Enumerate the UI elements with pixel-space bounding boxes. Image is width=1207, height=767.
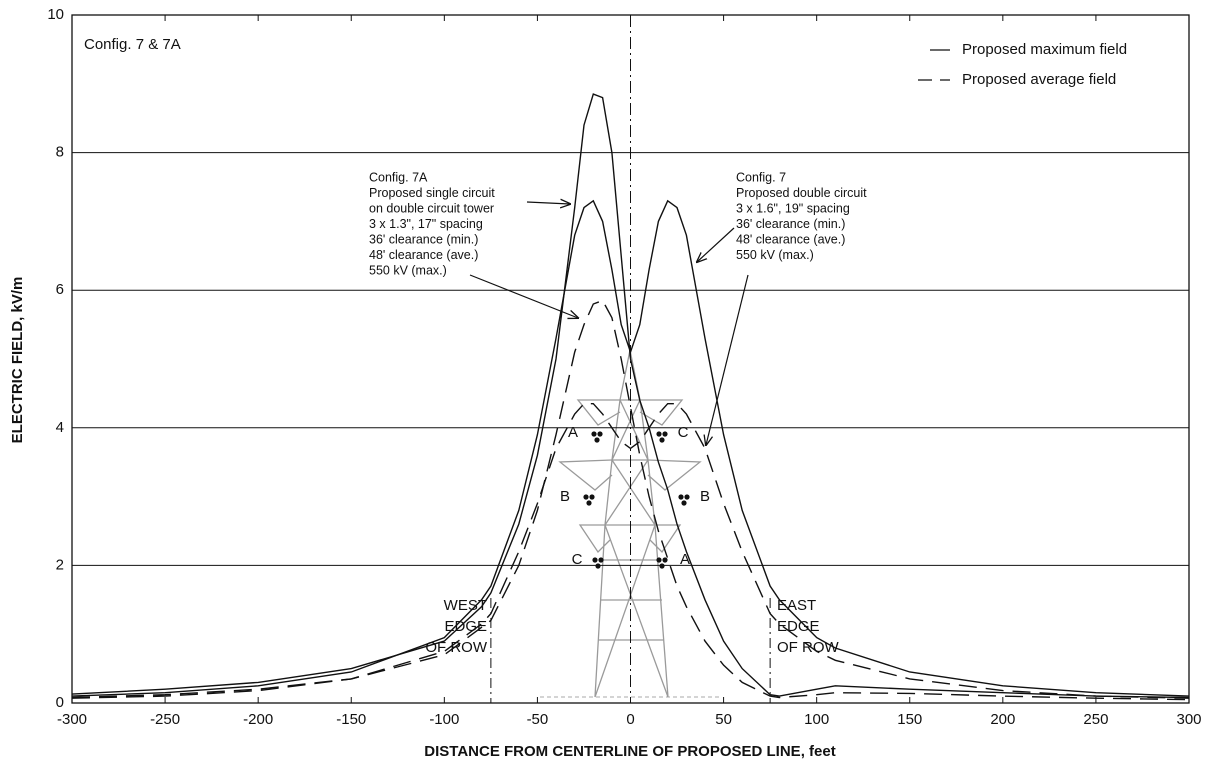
conductor — [583, 494, 589, 500]
conductor — [594, 437, 600, 443]
legend-label: Proposed average field — [962, 71, 1116, 88]
conductor — [684, 494, 690, 500]
annotation: Proposed single circuit — [369, 186, 495, 200]
x-tick-label: -50 — [527, 711, 549, 728]
conductor — [678, 494, 684, 500]
annotation: 36' clearance (min.) — [736, 217, 845, 231]
annotation: OF ROW — [777, 639, 839, 656]
conductor — [589, 494, 595, 500]
phase-label: C — [572, 551, 583, 568]
x-tick-label: 300 — [1176, 711, 1201, 728]
conductor — [598, 557, 604, 563]
y-tick-label: 0 — [56, 694, 64, 711]
conductor — [662, 431, 668, 437]
arrow — [706, 274, 749, 445]
conductor — [656, 557, 662, 563]
arrow — [526, 202, 570, 204]
y-axis-label: ELECTRIC FIELD, kV/m — [9, 277, 26, 444]
phase-label: B — [700, 488, 710, 505]
conductor — [662, 557, 668, 563]
conductor — [597, 431, 603, 437]
annotation: on double circuit tower — [369, 201, 494, 215]
annotation: WEST — [444, 597, 487, 614]
x-tick-label: 200 — [990, 711, 1015, 728]
series-line — [71, 199, 1190, 697]
x-tick-label: -250 — [150, 711, 180, 728]
arrows — [469, 202, 749, 445]
legend-label: Proposed maximum field — [962, 41, 1127, 58]
y-tick-label: 2 — [56, 556, 64, 573]
phase-label: A — [568, 424, 578, 441]
annotation: 3 x 1.3", 17" spacing — [369, 217, 483, 231]
x-tick-label: 250 — [1083, 711, 1108, 728]
x-tick-label: -300 — [57, 711, 87, 728]
x-tick-label: 0 — [626, 711, 634, 728]
annotation: 3 x 1.6", 19" spacing — [736, 201, 850, 215]
x-tick-label: 100 — [804, 711, 829, 728]
phase-label: B — [560, 488, 570, 505]
conductor — [659, 563, 665, 569]
phase-label: A — [680, 551, 690, 568]
x-tick-label: 50 — [715, 711, 732, 728]
series-line — [71, 93, 1190, 699]
annotation: 550 kV (max.) — [736, 248, 814, 262]
annotation: Proposed double circuit — [736, 186, 867, 200]
series-line — [71, 299, 1190, 701]
y-tick-label: 6 — [56, 281, 64, 298]
y-tick-label: 4 — [56, 419, 64, 436]
phase-label: C — [678, 424, 689, 441]
config-title: Config. 7 & 7A — [84, 36, 181, 53]
conductor — [586, 500, 592, 506]
annotation: EDGE — [444, 618, 487, 635]
annotation: Config. 7 — [736, 170, 786, 184]
conductor — [592, 557, 598, 563]
conductor — [659, 437, 665, 443]
tower-arms — [558, 399, 702, 554]
x-tick-label: -200 — [243, 711, 273, 728]
y-tick-label: 8 — [56, 144, 64, 161]
annotation: EAST — [777, 597, 816, 614]
annotation: 48' clearance (ave.) — [736, 232, 845, 246]
series-line — [71, 403, 1190, 699]
arrow — [469, 274, 578, 318]
annotation: EDGE — [777, 618, 820, 635]
x-tick-label: 150 — [897, 711, 922, 728]
conductor — [595, 563, 601, 569]
annotation: Config. 7A — [369, 170, 428, 184]
x-tick-label: -150 — [336, 711, 366, 728]
annotation: 36' clearance (min.) — [369, 232, 478, 246]
annotation: OF ROW — [425, 639, 487, 656]
arrow — [697, 227, 735, 262]
conductor — [681, 500, 687, 506]
x-tick-label: -100 — [429, 711, 459, 728]
x-axis-label: DISTANCE FROM CENTERLINE OF PROPOSED LIN… — [424, 743, 835, 760]
annotation: 48' clearance (ave.) — [369, 248, 478, 262]
y-tick-label: 10 — [47, 6, 64, 23]
conductor — [591, 431, 597, 437]
conductor — [656, 431, 662, 437]
annotation: 550 kV (max.) — [369, 263, 447, 277]
